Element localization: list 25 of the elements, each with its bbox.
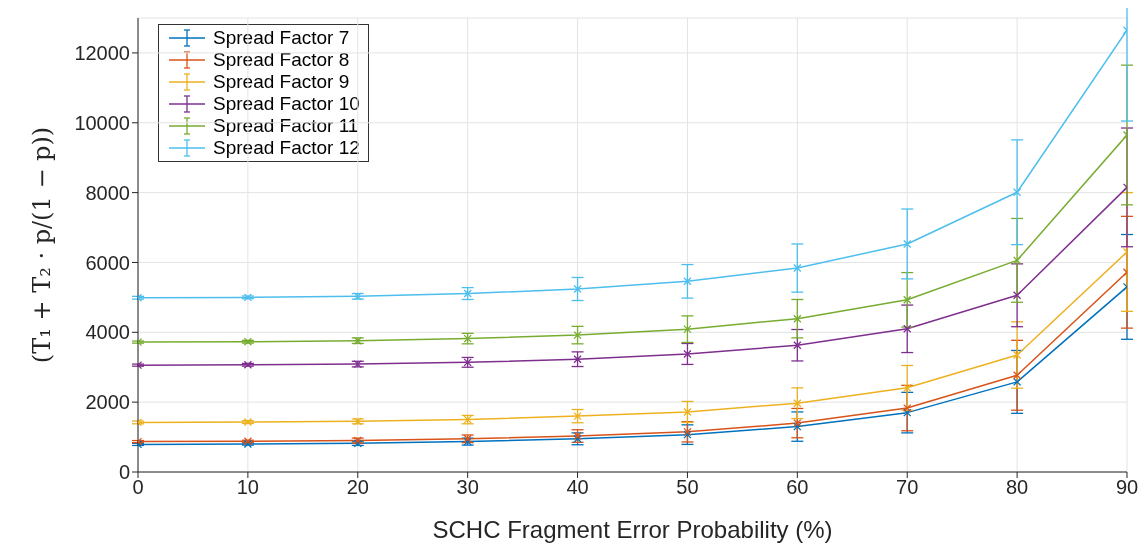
- y-tick-label: 2000: [85, 391, 130, 414]
- x-tick-label: 90: [1115, 476, 1139, 499]
- y-axis-title: (T₁ + T₂ · p/(1 − p)): [28, 126, 56, 364]
- x-axis-title: SCHC Fragment Error Probability (%): [432, 516, 833, 543]
- legend-label: Spread Factor 11: [213, 115, 359, 137]
- x-tick-label: 70: [896, 476, 919, 499]
- x-tick-label: 10: [236, 476, 260, 499]
- x-tick-label: 0: [132, 476, 144, 499]
- legend-label: Spread Factor 9: [213, 71, 350, 93]
- y-tick-label: 12000: [74, 42, 130, 65]
- x-tick-label: 40: [566, 476, 589, 499]
- legend-label: Spread Factor 7: [213, 27, 350, 49]
- x-tick-label: 80: [1005, 476, 1029, 499]
- x-tick-label: 20: [346, 476, 369, 499]
- x-tick-label: 60: [786, 476, 809, 499]
- y-tick-label: 10000: [74, 111, 130, 134]
- legend-label: Spread Factor 10: [213, 93, 360, 115]
- x-tick-label: 50: [676, 476, 699, 499]
- y-tick-label: 6000: [85, 251, 130, 274]
- y-tick-label: 8000: [85, 181, 130, 204]
- y-tick-label: 0: [118, 461, 130, 484]
- y-tick-label: 4000: [85, 321, 130, 344]
- legend-label: Spread Factor 12: [213, 137, 360, 159]
- legend-label: Spread Factor 8: [213, 49, 350, 71]
- x-tick-label: 30: [456, 476, 479, 499]
